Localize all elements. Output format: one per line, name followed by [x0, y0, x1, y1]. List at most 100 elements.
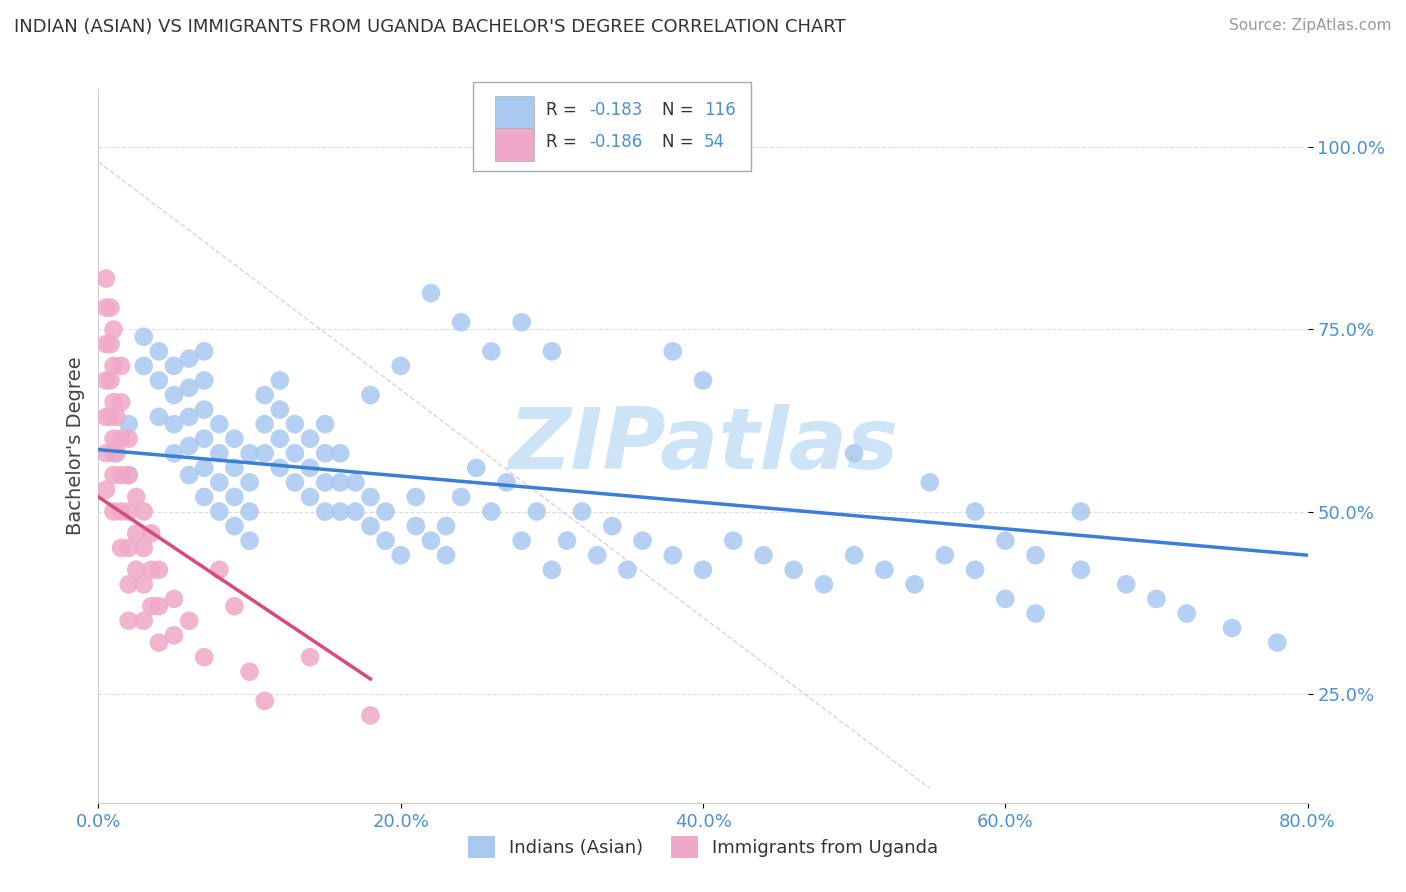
Point: [224, 432, 246, 446]
Point: [481, 344, 503, 359]
Point: [208, 417, 231, 432]
Point: [299, 490, 322, 504]
Point: [148, 635, 170, 649]
Point: [239, 446, 262, 460]
Point: [616, 563, 638, 577]
Point: [224, 519, 246, 533]
Point: [118, 577, 141, 591]
Point: [100, 374, 122, 388]
Point: [110, 504, 132, 518]
Point: [692, 563, 714, 577]
Point: [132, 330, 155, 344]
Point: [239, 475, 262, 490]
Text: N =: N =: [662, 102, 699, 120]
Point: [389, 548, 412, 562]
Point: [94, 483, 117, 497]
Point: [844, 446, 866, 460]
Point: [110, 468, 132, 483]
Point: [1267, 635, 1289, 649]
Point: [360, 490, 382, 504]
Point: [269, 460, 291, 475]
Point: [314, 475, 336, 490]
Point: [661, 344, 683, 359]
Point: [752, 548, 775, 562]
Point: [132, 614, 155, 628]
Point: [141, 563, 163, 577]
Text: -0.183: -0.183: [589, 102, 643, 120]
Point: [1024, 548, 1046, 562]
Point: [103, 504, 125, 518]
Point: [100, 409, 122, 424]
Point: [193, 650, 215, 665]
Point: [118, 541, 141, 555]
Point: [179, 614, 201, 628]
Point: [253, 417, 276, 432]
Point: [873, 563, 896, 577]
Point: [510, 533, 533, 548]
Point: [208, 563, 231, 577]
Point: [420, 286, 443, 301]
Point: [148, 599, 170, 614]
Point: [148, 409, 170, 424]
Point: [141, 526, 163, 541]
Point: [495, 475, 517, 490]
Point: [586, 548, 609, 562]
Point: [163, 388, 186, 402]
Point: [125, 490, 148, 504]
Text: R =: R =: [546, 133, 582, 151]
Point: [1070, 563, 1092, 577]
Point: [329, 504, 352, 518]
Point: [94, 374, 117, 388]
FancyBboxPatch shape: [495, 128, 534, 161]
Point: [208, 475, 231, 490]
Point: [360, 708, 382, 723]
Point: [110, 395, 132, 409]
Point: [103, 322, 125, 336]
Point: [253, 694, 276, 708]
Point: [314, 446, 336, 460]
Point: [179, 381, 201, 395]
Point: [118, 417, 141, 432]
Text: ZIPatlas: ZIPatlas: [508, 404, 898, 488]
Point: [193, 374, 215, 388]
Point: [284, 446, 307, 460]
Point: [434, 519, 457, 533]
Point: [994, 533, 1017, 548]
Point: [299, 460, 322, 475]
FancyBboxPatch shape: [474, 82, 751, 171]
Point: [540, 344, 562, 359]
Point: [132, 504, 155, 518]
Point: [314, 504, 336, 518]
Point: [94, 301, 117, 315]
Text: R =: R =: [546, 102, 582, 120]
Point: [405, 490, 427, 504]
Point: [465, 460, 488, 475]
Point: [314, 417, 336, 432]
Point: [193, 432, 215, 446]
Point: [148, 563, 170, 577]
Point: [284, 417, 307, 432]
Point: [555, 533, 578, 548]
Point: [1175, 607, 1198, 621]
Point: [344, 504, 367, 518]
Text: N =: N =: [662, 133, 699, 151]
Point: [374, 533, 396, 548]
Point: [374, 504, 396, 518]
Point: [269, 432, 291, 446]
Point: [1024, 607, 1046, 621]
Point: [1070, 504, 1092, 518]
Point: [299, 432, 322, 446]
Point: [994, 591, 1017, 606]
Point: [1115, 577, 1137, 591]
Point: [360, 388, 382, 402]
Point: [723, 533, 745, 548]
Point: [692, 374, 714, 388]
Point: [103, 395, 125, 409]
Point: [269, 402, 291, 417]
Point: [94, 409, 117, 424]
Point: [148, 344, 170, 359]
Point: [631, 533, 654, 548]
Text: 54: 54: [704, 133, 725, 151]
Y-axis label: Bachelor's Degree: Bachelor's Degree: [66, 357, 84, 535]
Point: [163, 628, 186, 642]
